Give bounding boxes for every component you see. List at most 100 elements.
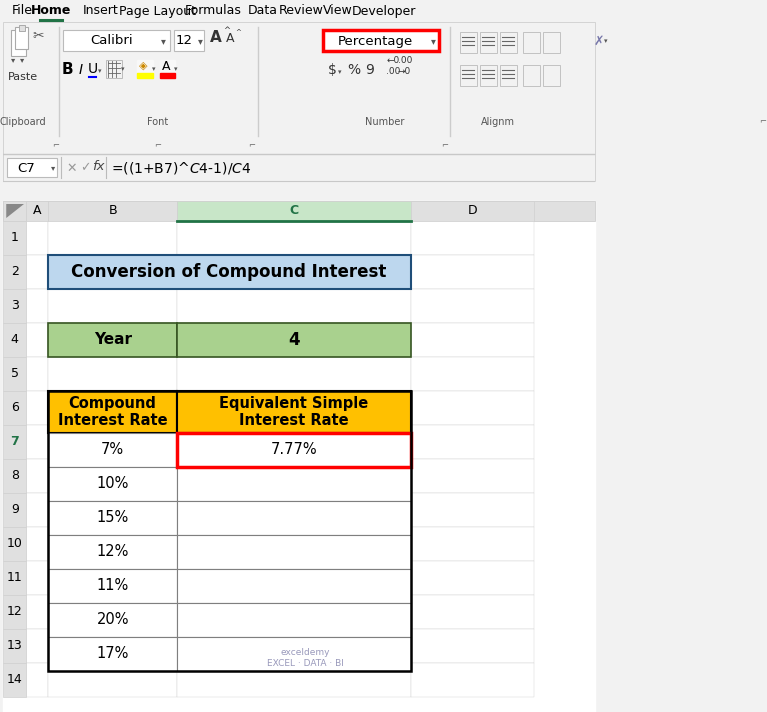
Bar bbox=[137, 73, 153, 78]
Bar bbox=[479, 65, 496, 86]
Text: 12%: 12% bbox=[97, 545, 129, 560]
Bar bbox=[48, 663, 177, 697]
Text: ▾: ▾ bbox=[431, 36, 436, 46]
Text: ^: ^ bbox=[223, 26, 230, 35]
Bar bbox=[3, 357, 26, 391]
Text: I: I bbox=[78, 63, 82, 77]
Bar bbox=[26, 561, 48, 595]
Text: ⌐: ⌐ bbox=[52, 142, 59, 150]
Bar bbox=[177, 569, 411, 603]
Text: 15%: 15% bbox=[97, 511, 129, 525]
Text: File: File bbox=[12, 4, 32, 18]
Text: Formulas: Formulas bbox=[184, 4, 241, 18]
Text: 9: 9 bbox=[365, 63, 374, 77]
Text: 4: 4 bbox=[11, 333, 18, 347]
Text: U: U bbox=[87, 62, 97, 76]
Text: 12: 12 bbox=[7, 605, 22, 619]
Bar bbox=[7, 158, 57, 177]
Bar bbox=[26, 391, 48, 425]
Bar bbox=[177, 603, 411, 637]
Text: ⌐: ⌐ bbox=[154, 142, 161, 150]
Text: .00: .00 bbox=[387, 67, 400, 76]
Text: ▾: ▾ bbox=[161, 36, 166, 46]
Bar bbox=[411, 561, 535, 595]
Bar bbox=[411, 595, 535, 629]
Bar bbox=[160, 73, 175, 78]
Bar bbox=[3, 595, 26, 629]
Bar bbox=[3, 154, 594, 181]
Text: 13: 13 bbox=[7, 639, 22, 652]
Text: View: View bbox=[323, 4, 353, 18]
Text: 7%: 7% bbox=[101, 442, 124, 458]
Bar bbox=[48, 595, 177, 629]
Text: =((1+B7)^$C$4-1)/$C$4: =((1+B7)^$C$4-1)/$C$4 bbox=[111, 160, 252, 176]
Text: Number: Number bbox=[365, 117, 404, 127]
Bar bbox=[26, 201, 48, 221]
Text: Percentage: Percentage bbox=[338, 34, 413, 48]
Bar bbox=[177, 535, 411, 569]
Text: 4: 4 bbox=[288, 331, 300, 349]
Text: 10: 10 bbox=[7, 538, 23, 550]
Bar bbox=[3, 527, 26, 561]
Bar bbox=[177, 433, 411, 467]
Bar bbox=[177, 221, 411, 255]
Text: ▾: ▾ bbox=[174, 66, 178, 72]
Text: →0: →0 bbox=[398, 67, 411, 76]
Text: 8: 8 bbox=[11, 469, 18, 483]
Text: ▾: ▾ bbox=[121, 66, 124, 72]
Bar bbox=[411, 459, 535, 493]
Text: 9: 9 bbox=[11, 503, 18, 516]
Text: Home: Home bbox=[31, 4, 71, 18]
Bar bbox=[459, 32, 476, 53]
Bar bbox=[48, 527, 177, 561]
Text: C7: C7 bbox=[18, 162, 35, 174]
Bar bbox=[3, 0, 594, 22]
Text: ▾: ▾ bbox=[198, 36, 203, 46]
Text: ✂: ✂ bbox=[33, 29, 44, 43]
Bar bbox=[26, 289, 48, 323]
Bar bbox=[411, 493, 535, 527]
Bar bbox=[177, 637, 411, 671]
Text: ▾: ▾ bbox=[11, 56, 15, 65]
Text: Data: Data bbox=[248, 4, 278, 18]
Bar bbox=[177, 629, 411, 663]
Text: 3: 3 bbox=[11, 300, 18, 313]
Bar bbox=[411, 221, 535, 255]
Bar bbox=[48, 391, 177, 433]
Bar bbox=[411, 391, 535, 425]
Bar bbox=[26, 527, 48, 561]
Bar bbox=[177, 357, 411, 391]
Bar bbox=[18, 25, 25, 31]
Text: D: D bbox=[468, 204, 478, 217]
Bar bbox=[15, 27, 28, 49]
Text: ⌐: ⌐ bbox=[441, 142, 448, 150]
Bar bbox=[177, 201, 411, 221]
Text: ▾: ▾ bbox=[19, 56, 24, 65]
Text: Review: Review bbox=[279, 4, 324, 18]
Bar bbox=[48, 561, 177, 595]
Bar bbox=[411, 629, 535, 663]
Bar bbox=[3, 22, 594, 154]
Bar bbox=[177, 323, 411, 357]
Bar bbox=[3, 255, 26, 289]
Bar bbox=[459, 65, 476, 86]
Bar bbox=[48, 459, 177, 493]
Bar bbox=[411, 357, 535, 391]
Bar bbox=[48, 391, 411, 671]
Text: ▾: ▾ bbox=[338, 69, 342, 75]
Bar bbox=[177, 527, 411, 561]
Bar bbox=[26, 323, 48, 357]
Text: Compound
Interest Rate: Compound Interest Rate bbox=[58, 396, 167, 428]
Bar bbox=[160, 60, 175, 73]
Text: ▾: ▾ bbox=[152, 66, 155, 72]
Bar bbox=[48, 323, 177, 357]
Bar bbox=[48, 391, 177, 425]
Bar bbox=[411, 323, 535, 357]
Bar bbox=[177, 391, 411, 425]
Bar bbox=[177, 467, 411, 501]
Text: Insert: Insert bbox=[83, 4, 119, 18]
Text: B: B bbox=[61, 63, 73, 78]
Bar bbox=[177, 561, 411, 595]
Bar bbox=[3, 201, 594, 221]
Text: A: A bbox=[225, 33, 234, 46]
